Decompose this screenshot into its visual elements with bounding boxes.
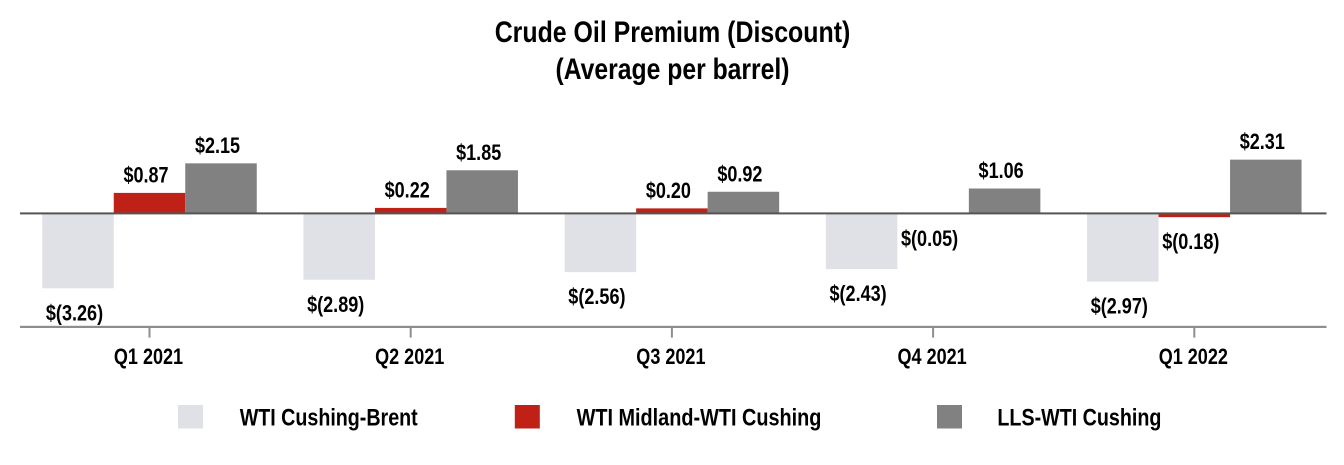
svg-text:Crude Oil Premium (Discount): Crude Oil Premium (Discount) bbox=[495, 16, 851, 49]
svg-text:$(3.26): $(3.26) bbox=[46, 300, 103, 325]
svg-text:$(0.18): $(0.18) bbox=[1162, 229, 1219, 254]
svg-text:WTI Midland-WTI Cushing: WTI Midland-WTI Cushing bbox=[577, 405, 822, 432]
svg-text:$(2.56): $(2.56) bbox=[568, 284, 625, 309]
svg-text:$0.20: $0.20 bbox=[646, 178, 691, 203]
svg-text:$2.15: $2.15 bbox=[195, 133, 240, 158]
svg-text:$1.85: $1.85 bbox=[456, 140, 501, 165]
svg-text:Q1 2022: Q1 2022 bbox=[1159, 344, 1228, 369]
svg-text:Q4 2021: Q4 2021 bbox=[898, 344, 967, 369]
svg-text:$(2.43): $(2.43) bbox=[830, 281, 887, 306]
svg-text:$0.22: $0.22 bbox=[385, 177, 430, 202]
svg-text:$(2.97): $(2.97) bbox=[1091, 294, 1148, 319]
svg-text:Q3 2021: Q3 2021 bbox=[636, 344, 705, 369]
svg-text:(Average per barrel): (Average per barrel) bbox=[556, 53, 790, 86]
svg-text:$1.06: $1.06 bbox=[979, 158, 1024, 183]
svg-text:$(2.89): $(2.89) bbox=[307, 292, 364, 317]
svg-text:$0.92: $0.92 bbox=[717, 161, 762, 186]
svg-text:$2.31: $2.31 bbox=[1240, 129, 1285, 154]
svg-text:Q2 2021: Q2 2021 bbox=[375, 344, 444, 369]
svg-text:LLS-WTI Cushing: LLS-WTI Cushing bbox=[997, 405, 1161, 432]
svg-text:Q1 2021: Q1 2021 bbox=[114, 344, 183, 369]
svg-text:$(0.05): $(0.05) bbox=[901, 226, 958, 251]
svg-text:WTI Cushing-Brent: WTI Cushing-Brent bbox=[240, 405, 418, 432]
svg-text:$0.87: $0.87 bbox=[123, 162, 168, 187]
